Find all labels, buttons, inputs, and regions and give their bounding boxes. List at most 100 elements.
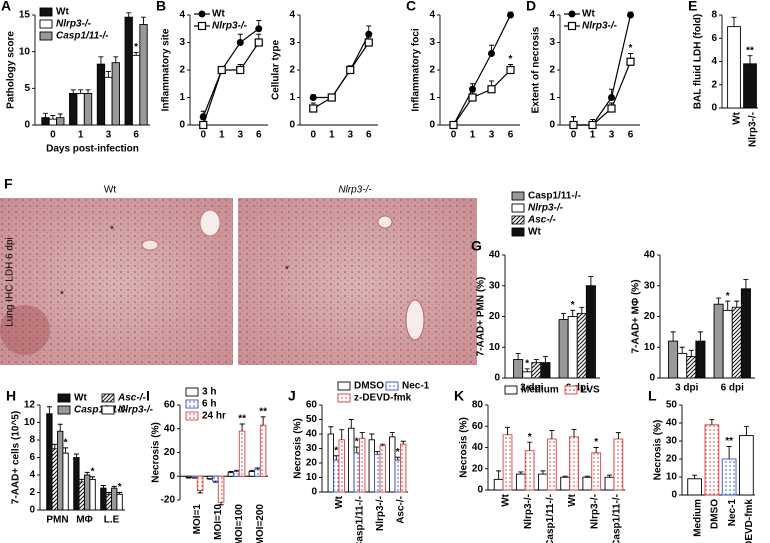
legend-swatch [185, 387, 199, 397]
bar [540, 362, 551, 379]
marker [236, 39, 244, 46]
error-bar [354, 446, 360, 453]
marker [507, 11, 514, 19]
error-bar [328, 426, 334, 434]
bar [100, 487, 107, 511]
annotation: * [396, 447, 400, 458]
marker [626, 57, 635, 66]
error-bar [333, 455, 339, 461]
bar [389, 436, 396, 493]
x-tick-label: 3 [106, 130, 112, 141]
error-bar [339, 429, 345, 440]
legend-label: Asc-/- [117, 393, 146, 404]
y-tick-label: 30 [666, 436, 678, 447]
y-tick-label: 40 [306, 429, 318, 440]
bar [359, 437, 366, 493]
y-tick-label: 40 [164, 423, 176, 434]
marker [236, 65, 245, 75]
x-tick-label: z-DEVD-fmk [744, 499, 755, 543]
y-tick-label: 10 [306, 472, 318, 483]
bar [338, 439, 345, 493]
legend-marker [197, 21, 207, 31]
bar [515, 473, 526, 491]
error-bar [63, 447, 69, 454]
y-axis-title: Necrosis (%) [151, 422, 162, 483]
x-tick-label: Wt [567, 493, 578, 506]
y-tick-label: 40 [472, 442, 484, 453]
y-tick-label: 0 [549, 120, 555, 131]
bar [57, 430, 64, 511]
bar [613, 438, 624, 491]
x-tick-label: 1 [590, 130, 596, 141]
error-bar [542, 356, 548, 363]
y-tick-label: 1 [289, 92, 295, 103]
y-tick-label: 8 [711, 10, 717, 21]
bar [69, 93, 78, 126]
panel-letter: I [146, 388, 150, 404]
x-tick-label: 6 dpi [721, 383, 745, 394]
bar [111, 62, 120, 126]
y-tick-label: 2 [179, 65, 185, 76]
x-tick-label: Medium [692, 499, 703, 537]
mark: * [60, 290, 64, 301]
error-bar [260, 416, 266, 426]
error-bar [571, 428, 577, 437]
legend-label: Wt [212, 9, 225, 20]
x-tick-label: MOI=200 [255, 504, 266, 543]
x-tick-label: 3 [489, 130, 495, 141]
bar [238, 430, 246, 477]
panel-letter: A [1, 0, 11, 14]
bar [374, 453, 381, 493]
y-tick-label: 0 [289, 120, 295, 131]
marker [309, 94, 317, 101]
y-tick-label: 6 [711, 33, 717, 44]
x-tick-label: Casp1/11-/- [354, 496, 365, 543]
error-bar [348, 419, 354, 429]
error-bar [380, 443, 386, 446]
bar [333, 459, 340, 493]
y-tick-label: 10 [19, 46, 31, 57]
mark: * [285, 265, 289, 276]
bar [259, 424, 267, 477]
y-tick-label: 0 [649, 373, 655, 384]
panel-f: F Wt Nlrp3-/- Lung IHC LDH 6 dpi * * * [0, 176, 477, 365]
hemorrhage [0, 305, 50, 355]
legend-label: Casp1/11-/- [74, 405, 127, 416]
micrograph-texture [0, 198, 233, 365]
legend-swatch [337, 393, 351, 403]
error-bar [50, 115, 56, 120]
error-bar [688, 349, 694, 357]
bar [721, 458, 737, 496]
y-tick-label: 12 [24, 400, 36, 411]
legend-marker [198, 10, 206, 18]
legend-swatch [385, 381, 399, 391]
error-bar [90, 476, 96, 480]
error-bar [84, 471, 90, 475]
x-tick-label: MOI=100 [234, 504, 245, 543]
panel-letter: D [526, 0, 536, 14]
line [573, 61, 632, 126]
bar [206, 475, 214, 480]
bar [62, 452, 69, 511]
marker [199, 120, 208, 130]
bar [139, 24, 148, 126]
bar [56, 117, 65, 126]
y-tick-label: 50 [666, 400, 678, 411]
y-tick-label: 3 [549, 37, 555, 48]
legend-label: Asc-/- [527, 215, 556, 226]
annotation: ** [238, 414, 246, 425]
bar [394, 459, 401, 493]
legend-label: Nlrp3-/- [56, 19, 92, 30]
bar [731, 306, 742, 379]
error-bar [57, 113, 63, 118]
error-bar [197, 490, 203, 494]
bar [585, 285, 596, 379]
marker [627, 11, 634, 19]
panel-letter: C [406, 0, 416, 14]
bar [695, 340, 706, 379]
marker [255, 25, 263, 33]
error-bar [100, 485, 106, 489]
error-bar [527, 441, 533, 451]
